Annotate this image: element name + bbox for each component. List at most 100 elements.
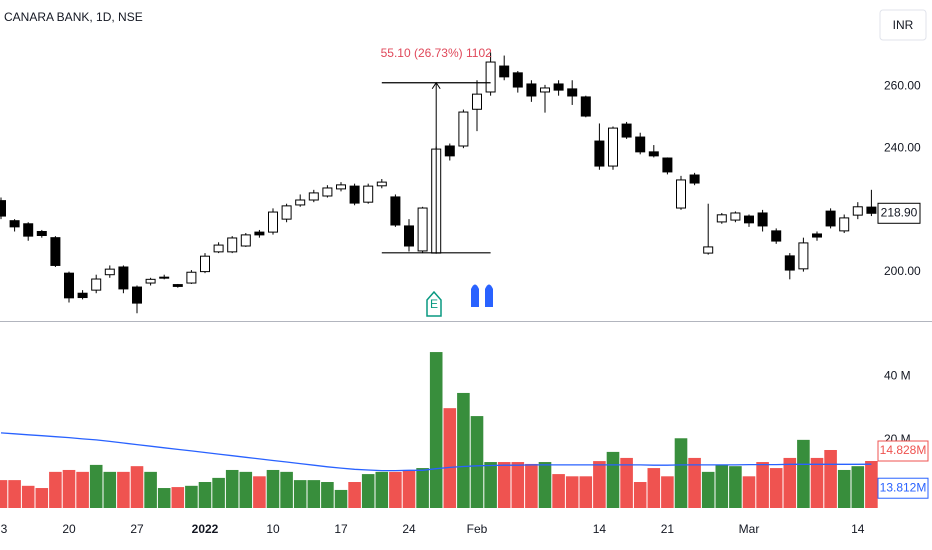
- volume-bar: [593, 461, 606, 508]
- earnings-marker[interactable]: E: [426, 290, 442, 317]
- volume-bar: [729, 466, 742, 508]
- x-tick-label: 14: [593, 522, 607, 536]
- candle-body: [118, 266, 129, 290]
- candle-body: [526, 83, 537, 97]
- volume-bar: [797, 439, 810, 508]
- earnings-icon[interactable]: [426, 290, 442, 317]
- candle-body: [23, 223, 34, 237]
- candle-body: [839, 217, 850, 232]
- volume-bar: [21, 485, 35, 508]
- volume-bar: [49, 471, 62, 508]
- volume-bar: [253, 476, 266, 508]
- volume-bar: [157, 488, 171, 508]
- volume-bar: [674, 438, 688, 508]
- volume-bar: [824, 449, 837, 508]
- candle-body: [159, 276, 170, 279]
- volume-bar: [225, 469, 239, 508]
- candle-body: [567, 88, 578, 97]
- volume-bar: [117, 471, 130, 508]
- volume-bar: [293, 480, 307, 508]
- volume-bar: [361, 474, 375, 508]
- volume-bar: [525, 463, 538, 508]
- x-tick-label: 21: [661, 522, 675, 536]
- y-tick-label: 240.00: [884, 140, 921, 154]
- y-tick-label: 200.00: [884, 264, 921, 278]
- candle-body: [254, 231, 265, 236]
- measure-label: 55.10 (26.73%) 1102: [381, 46, 493, 60]
- x-tick-label: Mar: [739, 522, 760, 536]
- candle-body: [308, 192, 319, 201]
- candle-body: [771, 230, 782, 242]
- candle-body: [145, 278, 156, 284]
- earnings-label[interactable]: E: [430, 297, 438, 311]
- volume-bar: [538, 462, 552, 508]
- candle-body: [390, 196, 401, 226]
- candle-body: [132, 286, 142, 304]
- volume-bar: [661, 476, 674, 508]
- candle-body: [295, 199, 306, 206]
- currency-label[interactable]: INR: [893, 18, 914, 32]
- volume-bar: [144, 471, 157, 508]
- candle-body: [852, 206, 863, 216]
- volume-bar: [321, 482, 334, 508]
- y-tick-label: 40 M: [884, 368, 911, 382]
- candle-body: [648, 151, 659, 157]
- volume-bar: [688, 457, 701, 508]
- volume-bar: [76, 471, 89, 508]
- volume-ma-label: 13.812M: [880, 480, 927, 494]
- x-tick-label: 20: [62, 522, 76, 536]
- volume-bar: [497, 462, 511, 508]
- candle-body: [580, 96, 591, 117]
- signal-arrow: [485, 284, 493, 307]
- volume-bar: [416, 468, 429, 508]
- volume-bar: [185, 485, 198, 508]
- volume-ma-box: [877, 477, 929, 499]
- volume-ma-line: [0, 432, 872, 472]
- currency-button[interactable]: INR: [879, 9, 927, 41]
- last-price-label: 218.90: [881, 205, 918, 219]
- candle-body: [499, 65, 510, 78]
- candle-body: [213, 244, 224, 253]
- candle-body: [417, 207, 428, 252]
- x-tick-label: 10: [266, 522, 280, 536]
- candle-body: [744, 215, 754, 224]
- volume-bar: [389, 471, 402, 508]
- volume-bar: [130, 466, 144, 508]
- candle-body: [91, 278, 102, 291]
- volume-value-label: 14.828M: [880, 443, 927, 457]
- candle-body: [0, 200, 6, 217]
- volume-bar: [701, 471, 715, 508]
- volume-bar: [783, 457, 797, 508]
- candle-body: [349, 185, 360, 204]
- volume-bar: [35, 488, 49, 508]
- volume-bar: [103, 471, 117, 508]
- candle-body: [757, 212, 768, 227]
- volume-bar: [470, 416, 484, 508]
- volume-bar: [565, 476, 579, 508]
- candle-body: [363, 185, 374, 203]
- candle-body: [784, 255, 795, 271]
- candle-body: [866, 206, 877, 214]
- candle-body: [200, 255, 210, 273]
- volume-bar: [212, 477, 225, 508]
- volume-bar: [484, 462, 497, 508]
- currency-button-box[interactable]: [879, 9, 927, 41]
- candle-body: [240, 234, 251, 247]
- volume-bar: [511, 462, 525, 508]
- volume-bar: [62, 469, 76, 508]
- candle-body: [36, 230, 47, 237]
- candle-body: [662, 157, 673, 173]
- volume-bar: [606, 451, 620, 508]
- candle-body: [540, 87, 550, 93]
- signal-arrow: [471, 284, 479, 307]
- candle-body: [472, 93, 482, 110]
- candle-body: [716, 214, 727, 223]
- candle-body: [50, 237, 61, 266]
- chart-title: CANARA BANK, 1D, NSE: [4, 10, 143, 24]
- volume-bar: [266, 469, 280, 508]
- volume-bar: [457, 392, 470, 508]
- volume-bar: [429, 352, 443, 508]
- volume-bar: [633, 482, 647, 508]
- volume-bar: [402, 469, 416, 508]
- volume-bar: [375, 471, 389, 508]
